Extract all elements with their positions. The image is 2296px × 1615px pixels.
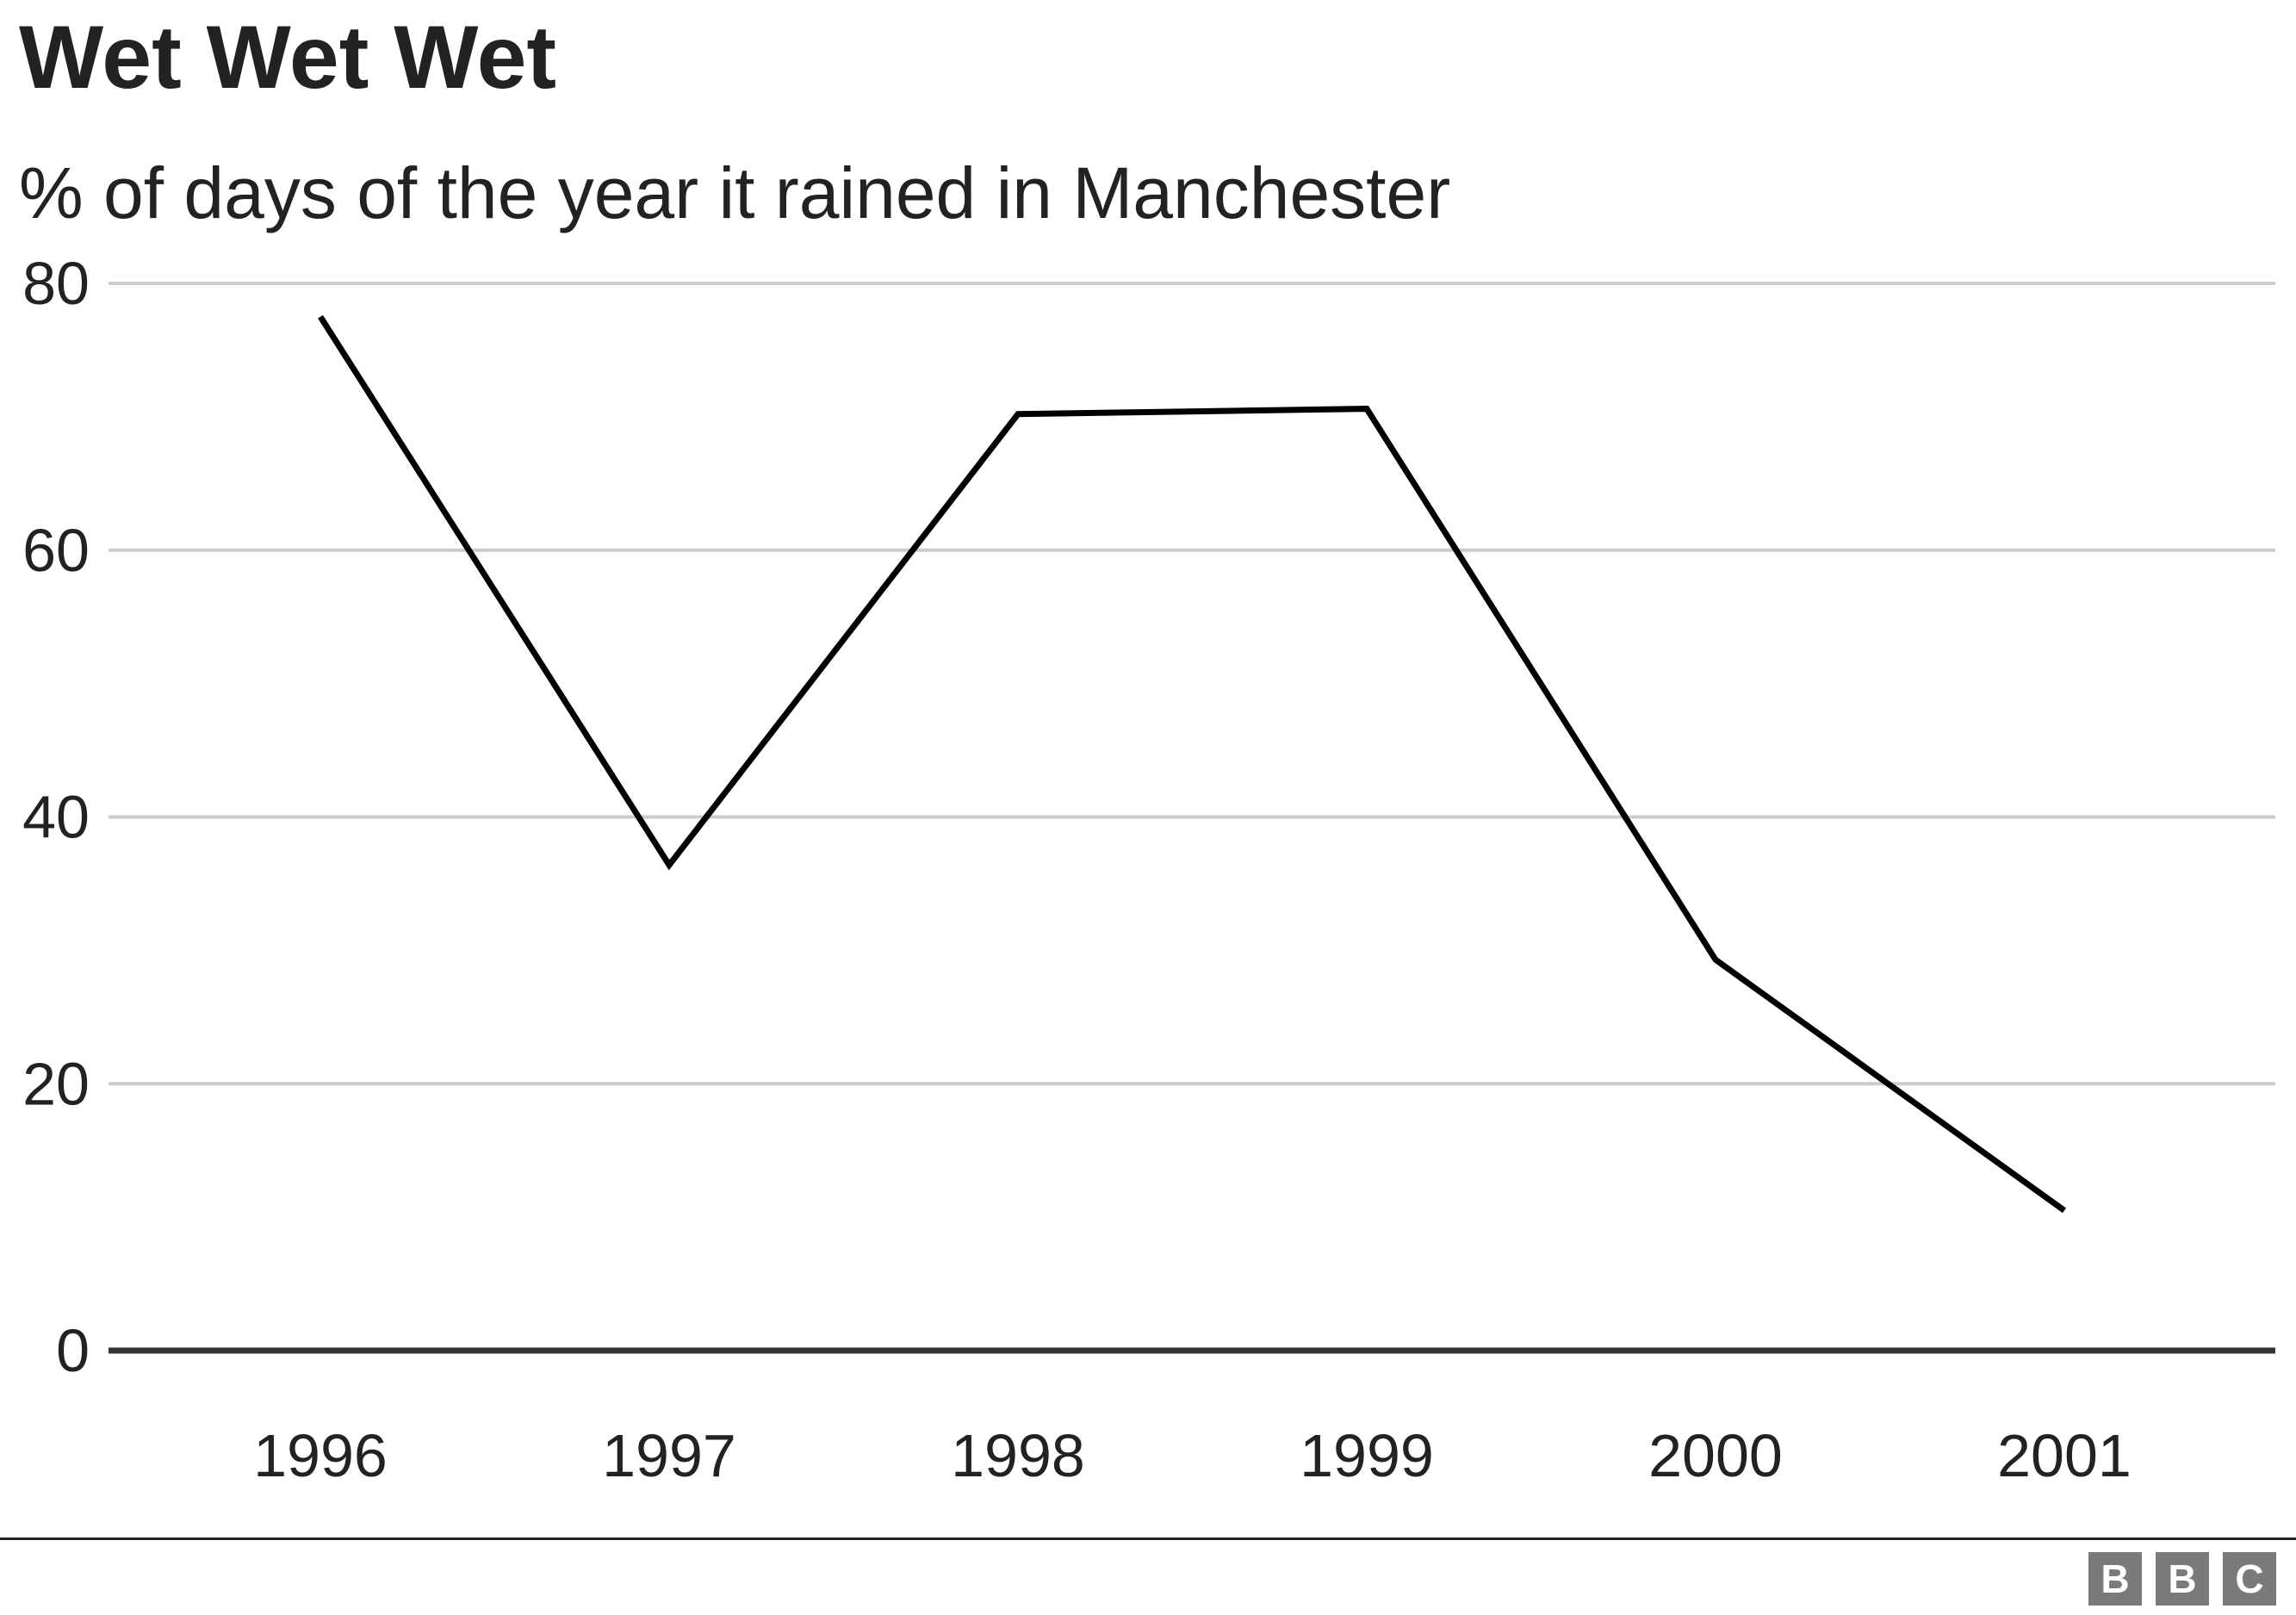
y-tick-label-60: 60 [22,517,90,584]
y-axis-tick-labels: 0 20 40 60 80 [22,250,90,1384]
y-tick-label-0: 0 [56,1317,90,1384]
y-tick-label-40: 40 [22,784,90,851]
footer-divider [0,1537,2296,1540]
x-tick-label-1997: 1997 [602,1422,736,1489]
chart-title: Wet Wet Wet [19,8,557,108]
bbc-logo-block-b1: B [2088,1552,2142,1606]
chart-subtitle: % of days of the year it rained in Manch… [19,152,1451,233]
series-line-0 [318,314,2067,1214]
y-tick-label-80: 80 [22,250,90,317]
y-tick-label-20: 20 [22,1050,90,1117]
x-tick-label-1996: 1996 [253,1422,388,1489]
x-tick-label-1999: 1999 [1300,1422,1434,1489]
x-tick-label-1998: 1998 [951,1422,1085,1489]
bbc-logo-block-c: C [2223,1552,2276,1606]
bbc-logo: B B C [2088,1552,2276,1606]
x-tick-label-2001: 2001 [1997,1422,2132,1489]
x-tick-label-2000: 2000 [1648,1422,1783,1489]
gridlines [109,282,2275,1086]
bbc-logo-block-b2: B [2156,1552,2209,1606]
x-axis-tick-labels: 1996 1997 1998 1999 2000 2001 [253,1422,2132,1489]
series-lines [318,314,2067,1214]
